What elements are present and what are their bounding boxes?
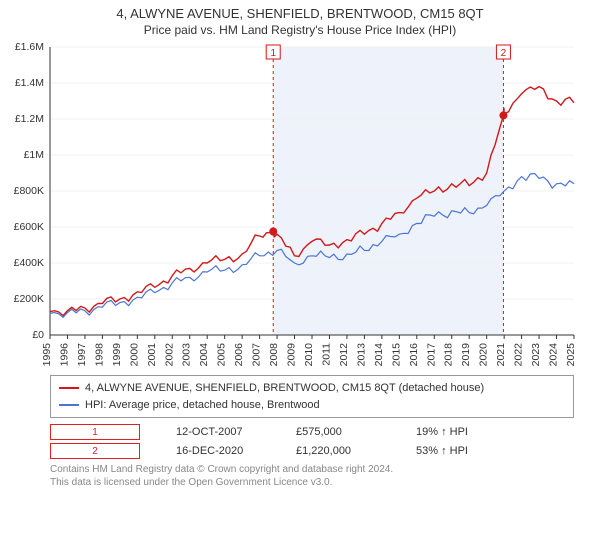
svg-text:2021: 2021: [495, 343, 507, 367]
chart-subtitle: Price paid vs. HM Land Registry's House …: [6, 23, 594, 37]
line-chart-svg: £0 £200K £400K £600K £800K £1M £1.2M £1.4M £1.6M…: [6, 41, 594, 371]
chart-area: £0 £200K £400K £600K £800K £1M £1.2M £1.4M £1.6M…: [6, 41, 594, 371]
event-marker-2-icon: 2: [50, 443, 140, 459]
chart-title: 4, ALWYNE AVENUE, SHENFIELD, BRENTWOOD, …: [6, 6, 594, 21]
event-delta-1: 19% ↑ HPI: [416, 426, 506, 438]
svg-text:£800K: £800K: [14, 185, 44, 197]
svg-text:1996: 1996: [58, 343, 70, 367]
svg-text:2018: 2018: [443, 343, 455, 367]
svg-text:2014: 2014: [373, 343, 385, 367]
svg-text:2010: 2010: [303, 343, 315, 367]
legend-swatch-hpi: [59, 404, 79, 406]
legend-swatch-property: [59, 387, 79, 389]
event-row-2: 2 16-DEC-2020 £1,220,000 53% ↑ HPI: [50, 443, 574, 459]
svg-text:2025: 2025: [565, 343, 577, 367]
event-delta-2: 53% ↑ HPI: [416, 445, 506, 457]
footer-line-2: This data is licensed under the Open Gov…: [50, 476, 574, 489]
svg-text:2006: 2006: [233, 343, 245, 367]
legend-row-hpi: HPI: Average price, detached house, Bren…: [59, 397, 565, 414]
legend: 4, ALWYNE AVENUE, SHENFIELD, BRENTWOOD, …: [50, 375, 574, 418]
svg-text:2011: 2011: [320, 343, 332, 366]
svg-text:2009: 2009: [286, 343, 298, 367]
svg-text:2024: 2024: [548, 343, 560, 367]
svg-text:2003: 2003: [181, 343, 193, 367]
event-row-1: 1 12-OCT-2007 £575,000 19% ↑ HPI: [50, 424, 574, 440]
svg-text:2016: 2016: [408, 343, 420, 367]
svg-text:1997: 1997: [76, 343, 88, 367]
svg-text:1998: 1998: [93, 343, 105, 367]
svg-text:£1.2M: £1.2M: [15, 113, 44, 125]
footer-attribution: Contains HM Land Registry data © Crown c…: [50, 463, 574, 489]
svg-text:2020: 2020: [478, 343, 490, 367]
svg-text:2004: 2004: [198, 343, 210, 367]
svg-text:2001: 2001: [146, 343, 158, 367]
events-table: 1 12-OCT-2007 £575,000 19% ↑ HPI 2 16-DE…: [50, 424, 574, 459]
footer-line-1: Contains HM Land Registry data © Crown c…: [50, 463, 574, 476]
svg-text:2013: 2013: [355, 343, 367, 367]
legend-row-property: 4, ALWYNE AVENUE, SHENFIELD, BRENTWOOD, …: [59, 380, 565, 397]
event-date-2: 16-DEC-2020: [176, 445, 266, 457]
svg-text:1999: 1999: [111, 343, 123, 367]
svg-text:2008: 2008: [268, 343, 280, 367]
svg-text:2019: 2019: [460, 343, 472, 367]
svg-text:£1.4M: £1.4M: [15, 77, 44, 89]
svg-text:£200K: £200K: [14, 293, 44, 305]
svg-text:£600K: £600K: [14, 221, 44, 233]
svg-text:2017: 2017: [425, 343, 437, 367]
svg-text:2005: 2005: [216, 343, 228, 367]
svg-text:2007: 2007: [251, 343, 263, 367]
event-price-1: £575,000: [296, 426, 386, 438]
svg-text:£1M: £1M: [24, 149, 44, 161]
event-date-1: 12-OCT-2007: [176, 426, 266, 438]
event-price-2: £1,220,000: [296, 445, 386, 457]
svg-text:2000: 2000: [128, 343, 140, 367]
svg-text:2012: 2012: [338, 343, 350, 367]
legend-label-property: 4, ALWYNE AVENUE, SHENFIELD, BRENTWOOD, …: [85, 380, 484, 397]
svg-text:£400K: £400K: [14, 257, 44, 269]
svg-text:2002: 2002: [163, 343, 175, 367]
svg-text:2023: 2023: [530, 343, 542, 367]
svg-text:1995: 1995: [41, 343, 53, 367]
legend-label-hpi: HPI: Average price, detached house, Bren…: [85, 397, 320, 414]
svg-text:1: 1: [270, 48, 276, 59]
svg-text:£0: £0: [32, 329, 44, 341]
svg-text:£1.6M: £1.6M: [15, 41, 44, 53]
svg-text:2022: 2022: [513, 343, 525, 367]
svg-text:2: 2: [501, 48, 507, 59]
svg-text:2015: 2015: [390, 343, 402, 367]
event-marker-1-icon: 1: [50, 424, 140, 440]
